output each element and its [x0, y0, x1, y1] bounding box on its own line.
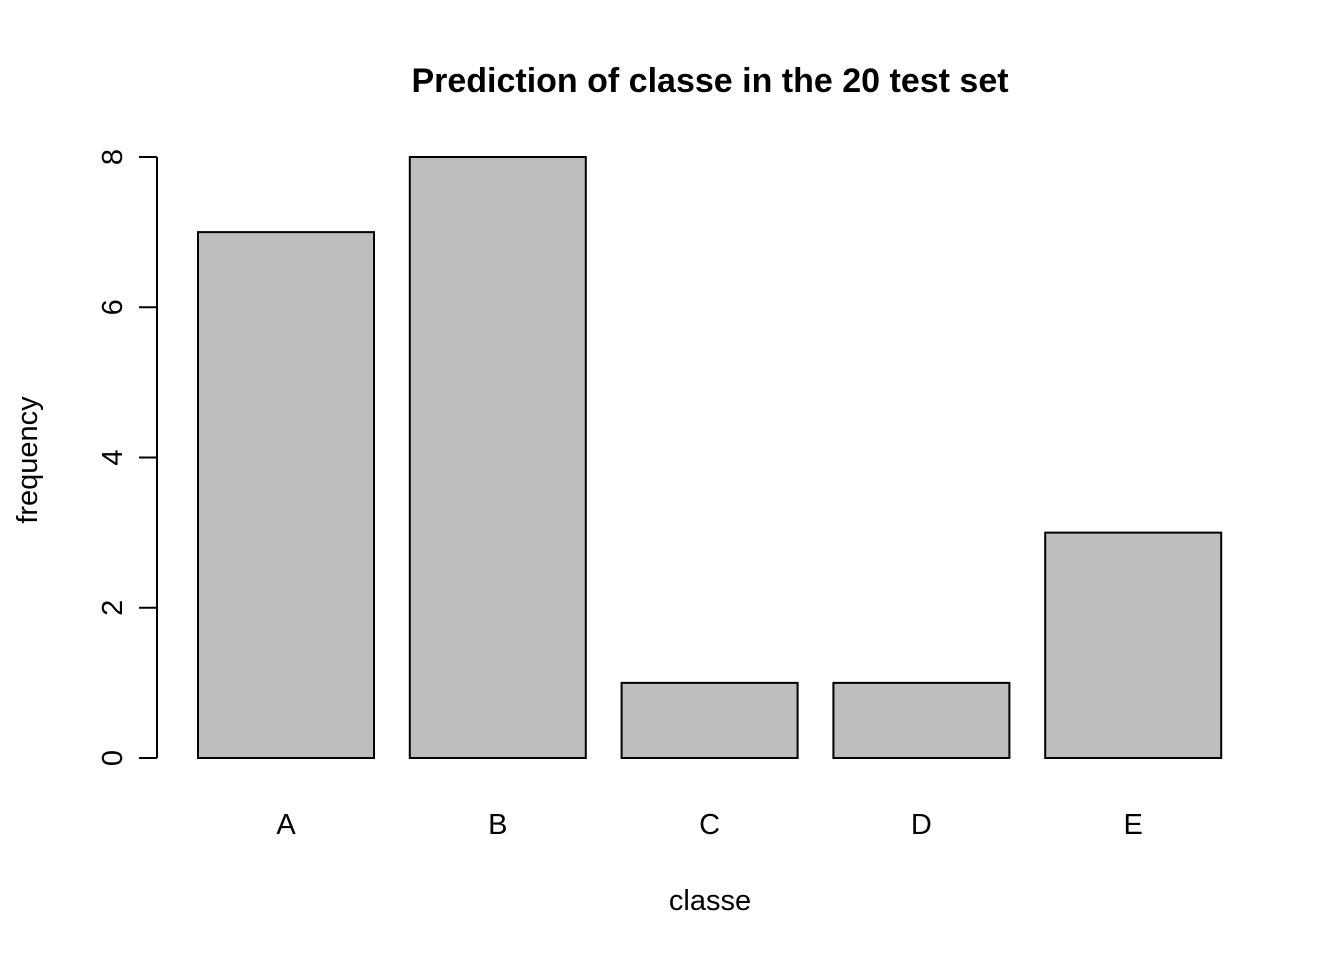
x-tick-labels: A B C D E — [276, 809, 1143, 841]
x-tick-label-D: D — [911, 809, 932, 841]
y-tick-label: 4 — [97, 449, 129, 465]
x-tick-label-B: B — [488, 809, 507, 841]
x-tick-label-C: C — [699, 809, 720, 841]
y-tick-label: 8 — [97, 149, 129, 165]
y-tick-label: 0 — [97, 750, 129, 766]
x-tick-label-A: A — [276, 809, 296, 841]
y-axis-label: frequency — [12, 396, 44, 524]
x-axis-label: classe — [669, 885, 751, 917]
bar-D — [832, 681, 1011, 759]
bar-A — [197, 231, 375, 759]
bar-C — [620, 681, 799, 759]
y-tick-label: 2 — [97, 600, 129, 616]
x-tick-label-E: E — [1124, 809, 1143, 841]
y-axis: 0 2 4 6 8 — [97, 149, 158, 766]
bar-B — [408, 156, 587, 759]
chart-title: Prediction of classe in the 20 test set — [411, 62, 1008, 100]
bar-E — [1044, 531, 1223, 759]
bars — [197, 156, 1223, 759]
y-tick-label: 6 — [97, 299, 129, 315]
